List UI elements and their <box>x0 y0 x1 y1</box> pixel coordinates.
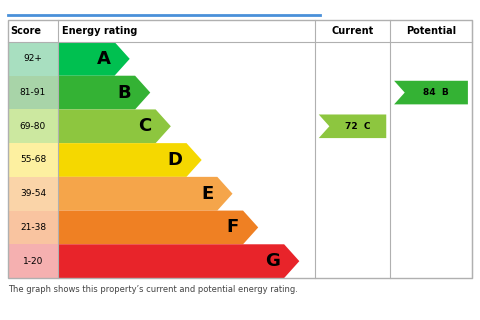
Bar <box>8 109 58 143</box>
Text: 69-80: 69-80 <box>20 122 46 131</box>
Bar <box>8 42 58 76</box>
Text: A: A <box>96 50 110 68</box>
Text: 39-54: 39-54 <box>20 189 46 198</box>
Text: 55-68: 55-68 <box>20 156 46 164</box>
Text: 84  B: 84 B <box>423 88 449 97</box>
Bar <box>8 211 58 244</box>
Text: 1-20: 1-20 <box>23 257 43 266</box>
Polygon shape <box>58 244 300 278</box>
Polygon shape <box>58 109 171 143</box>
Text: C: C <box>138 117 152 135</box>
Text: D: D <box>168 151 182 169</box>
Text: Potential: Potential <box>406 26 456 36</box>
Text: G: G <box>265 252 280 270</box>
Polygon shape <box>58 76 150 109</box>
Text: The graph shows this property’s current and potential energy rating.: The graph shows this property’s current … <box>8 285 298 294</box>
Bar <box>8 244 58 278</box>
Text: E: E <box>201 185 213 203</box>
Bar <box>8 76 58 109</box>
Text: B: B <box>118 84 131 101</box>
Polygon shape <box>58 143 202 177</box>
Text: Current: Current <box>331 26 373 36</box>
Bar <box>8 20 472 278</box>
Polygon shape <box>58 211 258 244</box>
Polygon shape <box>319 115 386 138</box>
Polygon shape <box>394 81 468 104</box>
Bar <box>8 177 58 211</box>
Text: 92+: 92+ <box>24 54 42 63</box>
Polygon shape <box>58 177 232 211</box>
Bar <box>8 143 58 177</box>
Text: Energy rating: Energy rating <box>62 26 137 36</box>
Text: Score: Score <box>10 26 41 36</box>
Text: 21-38: 21-38 <box>20 223 46 232</box>
Text: 72  C: 72 C <box>345 122 371 131</box>
Text: 81-91: 81-91 <box>20 88 46 97</box>
Text: F: F <box>227 219 239 236</box>
Polygon shape <box>58 42 130 76</box>
